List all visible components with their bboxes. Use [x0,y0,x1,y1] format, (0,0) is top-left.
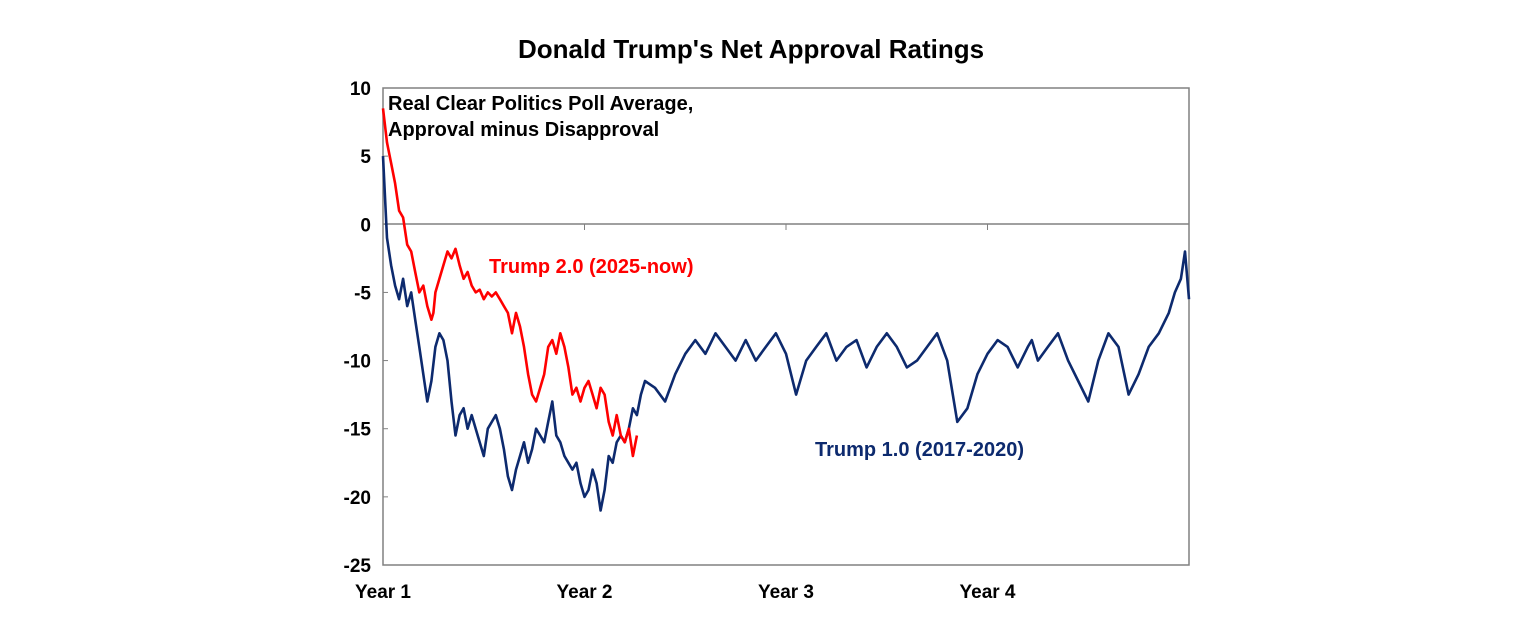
note-line-1: Real Clear Politics Poll Average, [388,93,693,115]
x-tick-label: Year 4 [960,582,1016,603]
y-tick-label: -15 [344,420,372,441]
series-label-trump1: Trump 1.0 (2017-2020) [815,439,1024,461]
y-tick-label: -25 [344,556,372,577]
series-line-trump2 [381,108,639,458]
plot-frame [382,87,1190,566]
x-tick-label: Year 1 [355,582,411,603]
series-layer [381,108,1191,512]
chart-title: Donald Trump's Net Approval Ratings [518,34,985,64]
series-label-trump2: Trump 2.0 (2025-now) [489,256,694,278]
y-tick-label: -5 [354,283,371,304]
note-line-2: Approval minus Disapproval [388,119,659,141]
x-tick-label: Year 2 [557,582,613,603]
y-tick-label: 10 [350,79,371,100]
y-tick-label: 5 [360,147,371,168]
y-tick-label: 0 [360,215,371,236]
y-tick-label: -10 [344,352,371,373]
y-tick-label: -20 [344,488,371,509]
series-line-trump1 [381,156,1191,512]
y-axis: 10 5 0 -5 -10 -15 -20 -25 [344,79,388,577]
x-axis: Year 1 Year 2 Year 3 Year 4 [355,224,1190,603]
x-tick-label: Year 3 [758,582,814,603]
